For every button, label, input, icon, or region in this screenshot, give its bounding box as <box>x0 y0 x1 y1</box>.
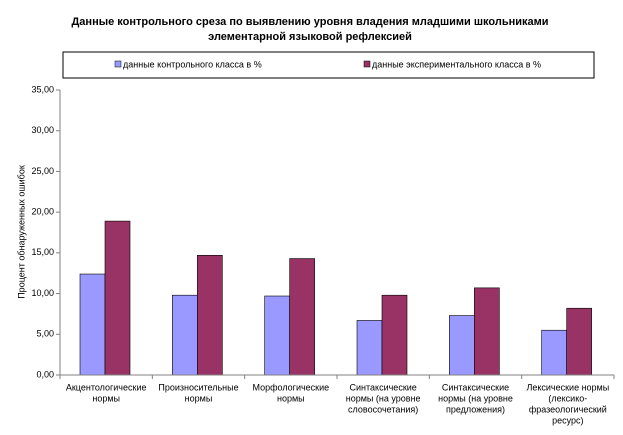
x-tick-label: Лексические нормы <box>526 382 609 392</box>
bar <box>566 307 592 376</box>
legend-swatch <box>363 60 371 68</box>
legend-label: данные экспериментального класса в % <box>372 59 541 69</box>
bar <box>541 329 567 376</box>
x-tick-label: словосочетания) <box>348 404 418 414</box>
y-tick-label: 10,00 <box>31 288 54 298</box>
x-tick-label: Синтаксические <box>442 382 509 392</box>
x-tick-label: Синтаксические <box>350 382 417 392</box>
x-tick-label: фразеологический <box>529 404 607 414</box>
x-tick-label: Акцентологические <box>66 382 147 392</box>
legend-box <box>62 51 595 79</box>
y-tick-label: 5,00 <box>36 329 54 339</box>
legend-label: данные контрольного класса в % <box>123 59 262 69</box>
x-tick-label: нормы <box>92 393 120 403</box>
x-tick-label: нормы <box>277 393 305 403</box>
chart-title: элементарной языковой рефлексией <box>208 31 412 43</box>
x-tick-label: предложения) <box>446 404 505 414</box>
y-tick-label: 35,00 <box>31 84 54 94</box>
legend-swatch <box>114 60 122 68</box>
bar <box>289 258 315 376</box>
x-tick-label: нормы (на уровне <box>438 393 513 403</box>
y-tick-label: 30,00 <box>31 125 54 135</box>
bar <box>381 294 408 376</box>
bar <box>264 295 290 376</box>
y-tick-label: 15,00 <box>31 247 54 257</box>
chart-title: Данные контрольного среза по выявлению у… <box>71 16 548 28</box>
x-tick-label: ресурс) <box>552 415 583 425</box>
y-tick-label: 0,00 <box>36 369 54 379</box>
x-tick-label: Морфологические <box>253 382 330 392</box>
x-tick-label: нормы (на уровне <box>346 393 421 403</box>
bar <box>474 287 500 376</box>
bar <box>79 273 106 376</box>
y-axis-label: Процент обнаруженных ошибок <box>16 165 26 299</box>
x-tick-label: Произносительные <box>158 382 238 392</box>
bar <box>356 320 383 376</box>
bar <box>104 220 131 376</box>
bar <box>172 294 198 376</box>
y-tick-label: 20,00 <box>31 207 54 217</box>
bar <box>449 315 475 376</box>
x-tick-label: (лексико- <box>548 393 587 403</box>
y-tick-label: 25,00 <box>31 166 54 176</box>
bar <box>197 255 223 376</box>
x-tick-label: нормы <box>185 393 213 403</box>
